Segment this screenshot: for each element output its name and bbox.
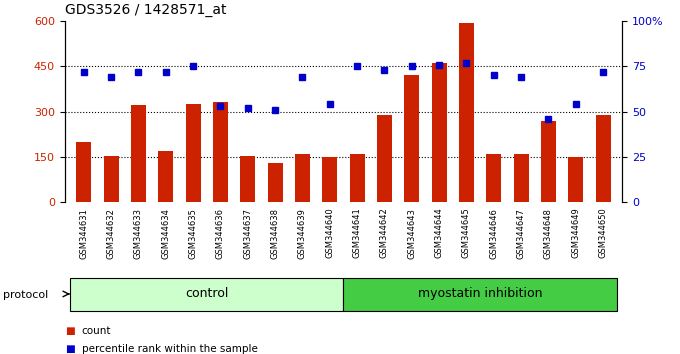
Bar [513, 154, 528, 202]
Text: GSM344639: GSM344639 [298, 208, 307, 259]
Bar [404, 75, 420, 202]
Text: protocol: protocol [3, 290, 49, 300]
Text: percentile rank within the sample: percentile rank within the sample [82, 344, 258, 354]
Bar [70, 278, 343, 312]
Bar [76, 142, 91, 202]
Text: GSM344648: GSM344648 [544, 208, 553, 259]
Bar [568, 156, 583, 202]
Text: GSM344640: GSM344640 [325, 208, 335, 258]
Text: GSM344638: GSM344638 [271, 208, 279, 259]
Text: GSM344644: GSM344644 [435, 208, 443, 258]
Bar [596, 115, 611, 202]
Bar [103, 156, 118, 202]
Bar [343, 278, 617, 312]
Bar [213, 103, 228, 202]
Bar [131, 105, 146, 202]
Text: control: control [185, 287, 228, 301]
Bar [158, 151, 173, 202]
Text: GSM344635: GSM344635 [188, 208, 198, 259]
Text: GSM344637: GSM344637 [243, 208, 252, 259]
Bar [377, 115, 392, 202]
Text: GSM344632: GSM344632 [107, 208, 116, 259]
Text: ■: ■ [65, 344, 74, 354]
Text: GSM344642: GSM344642 [380, 208, 389, 258]
Bar [541, 120, 556, 202]
Text: GSM344631: GSM344631 [80, 208, 88, 259]
Bar [186, 104, 201, 202]
Text: GSM344647: GSM344647 [517, 208, 526, 259]
Text: ■: ■ [65, 326, 74, 336]
Bar [432, 63, 447, 202]
Text: myostatin inhibition: myostatin inhibition [418, 287, 543, 301]
Text: GSM344634: GSM344634 [161, 208, 170, 259]
Text: GSM344633: GSM344633 [134, 208, 143, 259]
Text: GSM344645: GSM344645 [462, 208, 471, 258]
Text: GSM344636: GSM344636 [216, 208, 225, 259]
Bar [486, 154, 501, 202]
Text: GDS3526 / 1428571_at: GDS3526 / 1428571_at [65, 4, 226, 17]
Text: GSM344641: GSM344641 [352, 208, 362, 258]
Bar [267, 163, 283, 202]
Bar [240, 156, 255, 202]
Text: GSM344650: GSM344650 [598, 208, 607, 258]
Bar [459, 23, 474, 202]
Text: GSM344649: GSM344649 [571, 208, 580, 258]
Text: GSM344643: GSM344643 [407, 208, 416, 259]
Bar [295, 154, 310, 202]
Text: GSM344646: GSM344646 [489, 208, 498, 259]
Text: count: count [82, 326, 111, 336]
Bar [350, 154, 364, 202]
Bar [322, 156, 337, 202]
